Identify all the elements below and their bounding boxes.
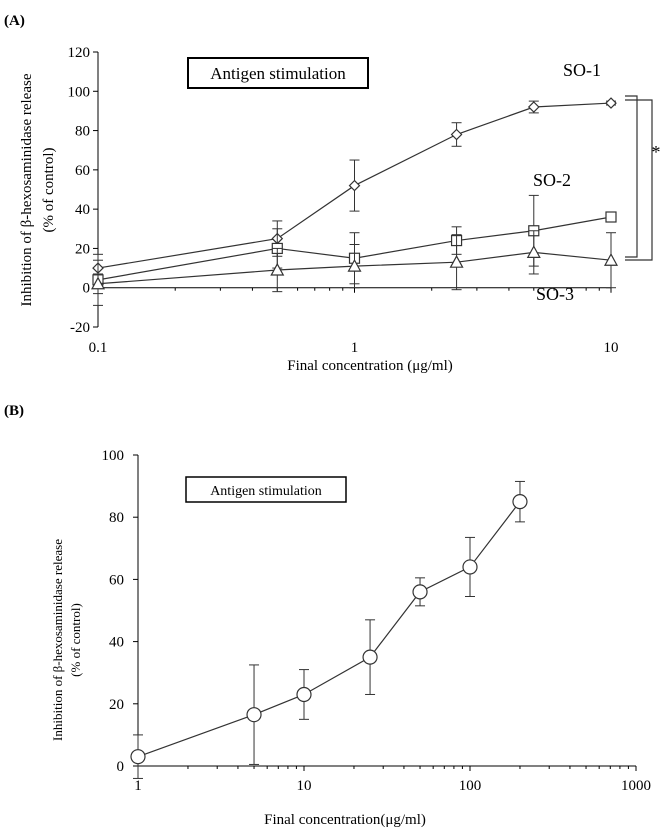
- significance-star: *: [652, 142, 661, 162]
- series-label-so-1: SO-1: [563, 60, 601, 80]
- y-tick-label: 20: [109, 697, 124, 713]
- panel-a: (A) Antigen stimulation Inhibition of β-…: [4, 13, 661, 374]
- series-so-1-point: [527, 101, 540, 113]
- series-1-0-point: [462, 559, 478, 575]
- y-tick-label: 120: [68, 45, 91, 61]
- y-tick-label: -20: [70, 320, 90, 336]
- series-so-1-line: [97, 102, 612, 269]
- panel-b-label: (B): [4, 403, 24, 419]
- y-axis-title-a-line1: Inhibition of β-hexosaminidase release: [19, 73, 35, 306]
- x-tick-label: 100: [459, 778, 482, 794]
- y-axis-title-a-line2: (% of control): [41, 148, 57, 233]
- x-tick-label: 1: [134, 778, 142, 794]
- panel-a-label: (A): [4, 13, 25, 29]
- series-1-0-point: [246, 707, 262, 723]
- series-so-2-line: [97, 216, 612, 281]
- x-axis-title-a: Final concentration (μg/ml): [287, 358, 453, 374]
- series-so-3-point: [449, 254, 464, 268]
- x-axis-title-b: Final concentration(μg/ml): [264, 812, 426, 828]
- y-tick-label: 80: [109, 510, 124, 526]
- annotation-box-b: [185, 476, 347, 503]
- series-so-3-point: [347, 258, 362, 272]
- annotation-box-a: [187, 57, 369, 89]
- series-1-0-point: [412, 584, 428, 600]
- y-tick-label: 60: [75, 163, 90, 179]
- series-label-so-3: SO-3: [536, 284, 574, 304]
- series-1-0-point: [362, 649, 378, 665]
- series-1-0-point: [130, 749, 146, 765]
- x-tick-label: 10: [297, 778, 312, 794]
- panel-b: (B) Antigen stimulation Inhibition of β-…: [4, 403, 651, 828]
- y-tick-label: 40: [109, 635, 124, 651]
- significance-bracket-inner: [625, 95, 638, 258]
- series-so-1-point: [348, 179, 361, 192]
- series-1-0-line: [137, 501, 521, 758]
- significance-bracket-outer: [625, 99, 653, 261]
- series-so-1-point: [450, 128, 463, 141]
- x-tick-label: 0.1: [89, 340, 108, 356]
- y-tick-label: 60: [109, 572, 124, 588]
- annotation-b: Antigen stimulation: [210, 484, 322, 499]
- annotation-a: Antigen stimulation: [210, 64, 346, 83]
- series-so-1-point: [605, 97, 617, 109]
- x-tick-label: 1: [351, 340, 359, 356]
- y-tick-label: 100: [102, 448, 125, 464]
- series-1-0-point: [512, 494, 528, 510]
- y-tick-label: 40: [75, 202, 90, 218]
- y-tick-label: 100: [68, 84, 91, 100]
- series-so-2-point: [605, 211, 617, 223]
- y-axis-title-b-line2: (% of control): [68, 603, 83, 677]
- series-so-3-point: [270, 262, 285, 276]
- series-so-3-line: [97, 251, 612, 285]
- y-tick-label: 80: [75, 124, 90, 140]
- series-so-3-point: [90, 276, 106, 290]
- x-tick-label: 10: [604, 340, 619, 356]
- series-1-0-point: [296, 686, 312, 703]
- series-so-3-point: [526, 245, 541, 258]
- y-tick-label: 20: [75, 241, 90, 257]
- y-axis-title-b-line1: Inhibition of β-hexosaminidase release: [50, 539, 65, 741]
- series-so-3-point: [603, 252, 619, 266]
- series-label-so-2: SO-2: [533, 170, 571, 190]
- x-tick-label: 1000: [621, 778, 651, 794]
- y-tick-label: 0: [83, 281, 91, 297]
- y-tick-label: 0: [117, 759, 125, 775]
